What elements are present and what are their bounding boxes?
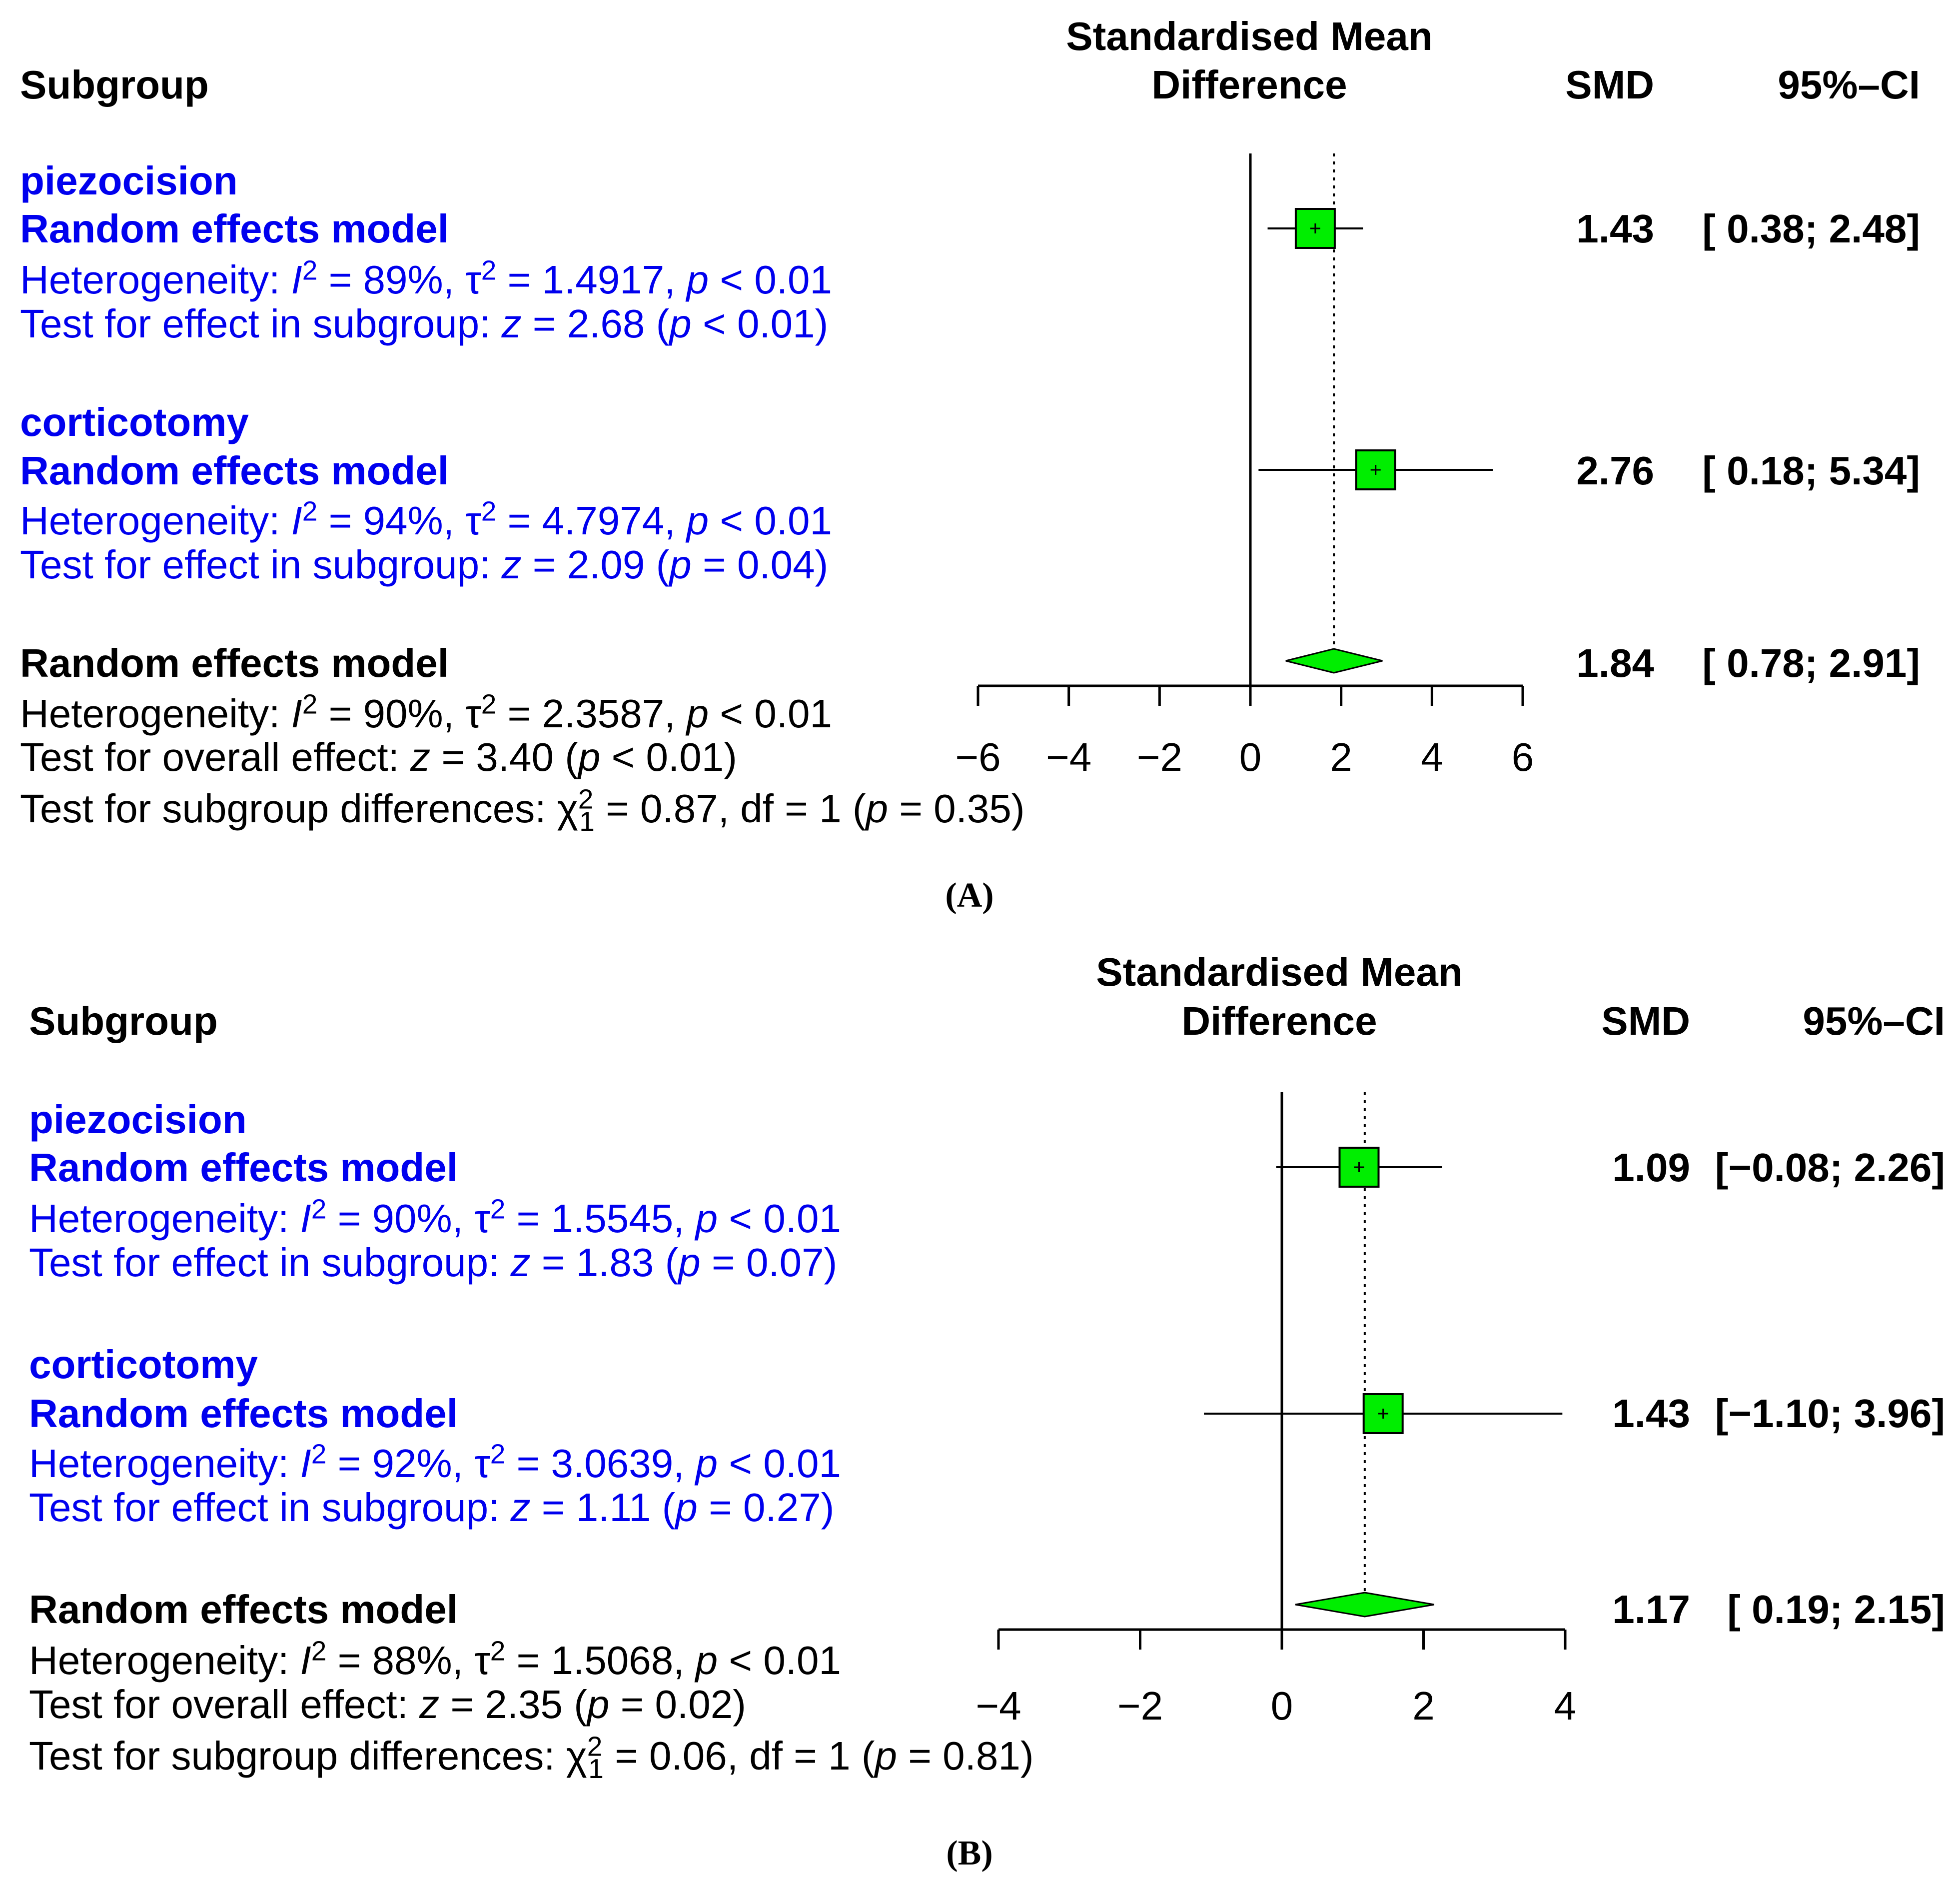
overall-smd-value: 1.17 <box>1612 1587 1690 1632</box>
group-test-effect: Test for effect in subgroup: z = 2.68 (p… <box>20 301 829 346</box>
x-axis-tick-label: 0 <box>1271 1684 1293 1728</box>
forest-plot-area: −6 −4 −2 0 2 4 6 <box>955 153 1534 779</box>
group-test-effect: Test for effect in subgroup: z = 1.83 (p… <box>29 1240 838 1285</box>
group-ci-value: [ 0.18; 5.34] <box>1702 448 1920 493</box>
subgroup-difference-test: Test for subgroup differences: χ21 = 0.0… <box>29 1731 1034 1784</box>
overall-diamond <box>1285 648 1383 674</box>
group-name-corticotomy: corticotomy <box>20 400 249 444</box>
panel-caption: (A) <box>945 876 994 915</box>
panel-caption: (B) <box>946 1834 993 1873</box>
x-axis-tick-label: −6 <box>955 735 1000 779</box>
x-axis-tick-label: 6 <box>1512 735 1534 779</box>
header-ci: 95%–CI <box>1778 62 1920 107</box>
group-model-label: Random effects model <box>20 206 449 251</box>
forest-plot-panel-b: Subgroup Standardised Mean Difference SM… <box>0 939 1960 1873</box>
group-smd-value: 2.76 <box>1576 448 1654 493</box>
x-axis-tick-label: −2 <box>1137 735 1182 779</box>
axis-title-line-2: Difference <box>1181 999 1377 1043</box>
group-ci-value: [ 0.38; 2.48] <box>1702 206 1920 251</box>
header-subgroup: Subgroup <box>29 999 218 1043</box>
header-smd: SMD <box>1565 62 1654 107</box>
overall-test-effect: Test for overall effect: z = 3.40 (p < 0… <box>20 735 737 779</box>
group-name-corticotomy: corticotomy <box>29 1342 258 1387</box>
x-axis-tick-label: 4 <box>1421 735 1443 779</box>
overall-heterogeneity: Heterogeneity: I2 = 88%, τ2 = 1.5068, p … <box>29 1635 842 1683</box>
x-axis-tick-label: −2 <box>1117 1684 1163 1728</box>
group-smd-value: 1.43 <box>1576 206 1654 251</box>
overall-ci-value: [ 0.19; 2.15] <box>1727 1587 1945 1632</box>
x-axis-tick-label: 4 <box>1554 1684 1577 1728</box>
x-axis-tick-label: 2 <box>1412 1684 1435 1728</box>
group-ci-value: [−0.08; 2.26] <box>1715 1145 1945 1190</box>
x-axis-tick-label: −4 <box>1046 735 1091 779</box>
group-name-piezocision: piezocision <box>29 1097 247 1142</box>
forest-plot-panel-a: Subgroup Standardised Mean Difference SM… <box>0 0 1960 915</box>
group-model-label: Random effects model <box>29 1145 458 1190</box>
overall-ci-value: [ 0.78; 2.91] <box>1702 641 1920 685</box>
x-axis-tick-label: −4 <box>976 1684 1021 1728</box>
group-smd-value: 1.09 <box>1612 1145 1690 1190</box>
group-heterogeneity: Heterogeneity: I2 = 89%, τ2 = 1.4917, p … <box>20 254 833 302</box>
group-model-label: Random effects model <box>29 1391 458 1436</box>
x-axis-tick-label: 0 <box>1239 735 1262 779</box>
x-axis-tick-label: 2 <box>1330 735 1352 779</box>
overall-diamond <box>1295 1592 1435 1618</box>
axis-title-line-1: Standardised Mean <box>1096 950 1463 994</box>
group-model-label: Random effects model <box>20 448 449 493</box>
overall-model-label: Random effects model <box>29 1587 458 1632</box>
header-subgroup: Subgroup <box>20 62 209 107</box>
overall-heterogeneity: Heterogeneity: I2 = 90%, τ2 = 2.3587, p … <box>20 688 833 736</box>
overall-smd-value: 1.84 <box>1576 641 1654 685</box>
axis-title-line-1: Standardised Mean <box>1066 14 1433 58</box>
group-heterogeneity: Heterogeneity: I2 = 90%, τ2 = 1.5545, p … <box>29 1193 842 1241</box>
group-test-effect: Test for effect in subgroup: z = 2.09 (p… <box>20 542 829 587</box>
forest-plot-area: −4 −2 0 2 4 <box>976 1092 1577 1728</box>
group-heterogeneity: Heterogeneity: I2 = 92%, τ2 = 3.0639, p … <box>29 1438 842 1486</box>
header-ci: 95%–CI <box>1803 999 1945 1043</box>
group-heterogeneity: Heterogeneity: I2 = 94%, τ2 = 4.7974, p … <box>20 495 833 543</box>
header-smd: SMD <box>1601 999 1690 1043</box>
group-smd-value: 1.43 <box>1612 1391 1690 1436</box>
subgroup-difference-test: Test for subgroup differences: χ21 = 0.8… <box>20 783 1025 837</box>
overall-test-effect: Test for overall effect: z = 2.35 (p = 0… <box>29 1682 746 1727</box>
group-test-effect: Test for effect in subgroup: z = 1.11 (p… <box>29 1485 835 1530</box>
overall-model-label: Random effects model <box>20 641 449 685</box>
group-ci-value: [−1.10; 3.96] <box>1715 1391 1945 1436</box>
axis-title-line-2: Difference <box>1151 62 1347 107</box>
group-name-piezocision: piezocision <box>20 158 238 203</box>
